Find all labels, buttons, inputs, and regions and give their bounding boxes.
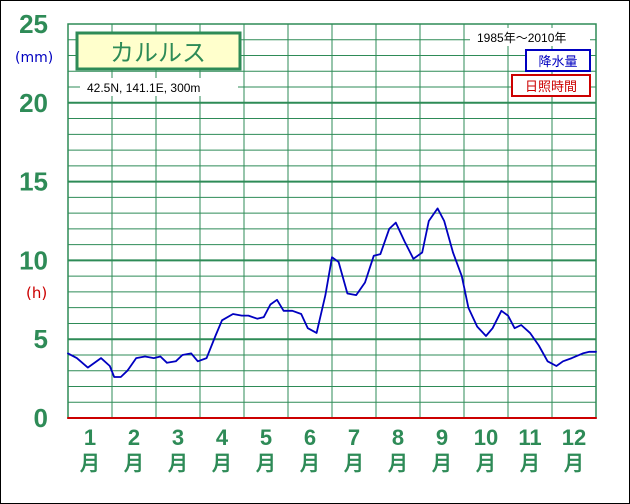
y-tick-label: 25 xyxy=(19,9,48,39)
month-number-label: 5 xyxy=(260,425,272,450)
y-tick-label: 0 xyxy=(34,403,48,433)
location-backdrop xyxy=(80,78,238,96)
legend-precip-box xyxy=(525,49,591,72)
month-suffix-label: 月 xyxy=(167,451,188,475)
month-suffix-label: 月 xyxy=(563,451,584,475)
month-suffix-label: 月 xyxy=(343,451,364,475)
month-number-label: 2 xyxy=(128,425,140,450)
month-suffix-label: 月 xyxy=(79,451,100,475)
station-box xyxy=(75,31,242,71)
month-number-label: 3 xyxy=(172,425,184,450)
month-number-label: 8 xyxy=(392,425,404,450)
y-tick-label: 5 xyxy=(34,324,48,354)
month-number-label: 9 xyxy=(436,425,448,450)
month-number-label: 7 xyxy=(348,425,360,450)
station-name: カルルス xyxy=(110,39,206,67)
legend-precip-label: 降水量 xyxy=(538,55,577,70)
y-tick-label: 10 xyxy=(19,245,48,275)
month-suffix-label: 月 xyxy=(387,451,408,475)
precipitation-line xyxy=(67,207,597,378)
legend-sunshine-box xyxy=(511,74,591,97)
month-number-label: 6 xyxy=(304,425,316,450)
y-tick-label: 15 xyxy=(19,167,48,197)
month-number-label: 11 xyxy=(518,425,541,450)
month-suffix-label: 月 xyxy=(299,451,320,475)
period-backdrop xyxy=(470,28,590,46)
month-suffix-label: 月 xyxy=(475,451,496,475)
y-tick-labels: 0 5 10 15 20 25 xyxy=(19,9,48,433)
month-number-label: 10 xyxy=(474,425,498,450)
month-suffix-label: 月 xyxy=(255,451,276,475)
month-suffix-label: 月 xyxy=(211,451,232,475)
month-number-label: 4 xyxy=(216,425,229,450)
legend-sunshine-label: 日照時間 xyxy=(525,80,577,95)
period-text: 1985年〜2010年 xyxy=(477,31,566,45)
month-suffix-label: 月 xyxy=(431,451,452,475)
series-layer xyxy=(67,207,597,419)
sunshine-unit-label: (h) xyxy=(26,284,47,302)
month-number-label: 12 xyxy=(562,425,586,450)
precip-unit-label: (mm) xyxy=(15,50,53,66)
month-suffix-label: 月 xyxy=(519,451,540,475)
month-number-label: 1 xyxy=(84,425,96,450)
location-text: 42.5N, 141.1E, 300m xyxy=(87,81,200,95)
month-suffix-label: 月 xyxy=(123,451,144,475)
y-tick-label: 20 xyxy=(19,88,48,118)
